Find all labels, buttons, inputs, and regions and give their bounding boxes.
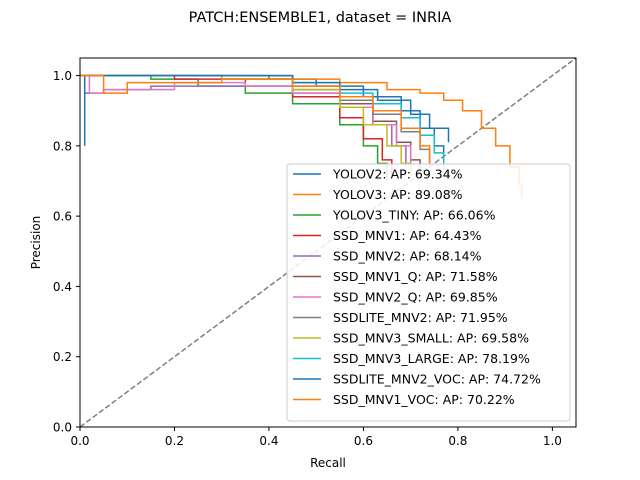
legend-label-1: YOLOV3: AP: 89.08% (332, 187, 463, 202)
y-tick-label: 0.0 (53, 421, 72, 435)
y-tick-label: 1.0 (53, 69, 72, 83)
y-tick-label: 0.6 (53, 210, 72, 224)
series-line-10 (83, 74, 450, 146)
x-tick-label: 1.0 (543, 434, 562, 448)
plot-frame (79, 57, 577, 428)
y-tick-label: 0.2 (53, 350, 72, 364)
legend: YOLOV2: AP: 69.34% YOLOV3: AP: 89.08% YOLO… (286, 163, 571, 422)
legend-label-0: YOLOV2: AP: 69.34% (332, 167, 463, 182)
y-tick-label: 0.4 (53, 280, 72, 294)
x-axis-label: Recall (310, 456, 346, 470)
y-tick-label: 0.8 (53, 139, 72, 153)
series-layer (80, 74, 523, 199)
legend-label-7: SSDLITE_MNV2: AP: 71.95% (333, 310, 508, 325)
y-axis-label: Precision (29, 216, 43, 270)
x-tick-label: 0.2 (165, 434, 184, 448)
legend-label-3: SSD_MNV1: AP: 64.43% (333, 228, 482, 243)
x-tick-label: 0.0 (70, 434, 89, 448)
legend-label-4: SSD_MNV2: AP: 68.14% (333, 249, 482, 264)
legend-label-11: SSD_MNV1_VOC: AP: 70.22% (333, 392, 515, 407)
legend-label-9: SSD_MNV3_LARGE: AP: 78.19% (333, 351, 530, 366)
y-axis-ticks: 0.0 0.2 0.4 0.6 0.8 1.0 (53, 69, 80, 435)
chart-title: PATCH:ENSEMBLE1, dataset = INRIA (189, 10, 452, 26)
legend-label-6: SSD_MNV2_Q: AP: 69.85% (333, 290, 498, 305)
legend-label-5: SSD_MNV1_Q: AP: 71.58% (333, 269, 498, 284)
x-tick-label: 0.8 (448, 434, 467, 448)
x-tick-label: 0.4 (259, 434, 278, 448)
legend-items: YOLOV2: AP: 69.34% YOLOV3: AP: 89.08% YOLO… (293, 167, 541, 407)
legend-label-8: SSD_MNV3_SMALL: AP: 69.58% (333, 331, 529, 346)
legend-label-2: YOLOV3_TINY: AP: 66.06% (332, 208, 496, 223)
x-axis-ticks: 0.0 0.2 0.4 0.6 0.8 1.0 (70, 427, 562, 448)
series-line-11 (80, 74, 431, 164)
legend-label-10: SSDLITE_MNV2_VOC: AP: 74.72% (333, 372, 541, 387)
x-tick-label: 0.6 (354, 434, 373, 448)
legend-box (286, 163, 571, 422)
